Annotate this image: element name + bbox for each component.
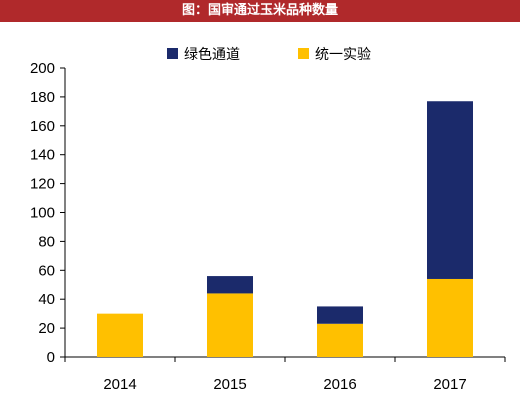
bar-lvse-2016 (317, 306, 363, 324)
chart-title: 图：国审通过玉米品种数量 (181, 3, 338, 18)
stacked-bar-chart: 0 20 40 60 80 100 120 140 160 180 200 2014 2015 2016 2… (30, 46, 506, 393)
y-tick-label: 80 (38, 233, 55, 250)
y-tick-label: 140 (30, 147, 55, 164)
y-tick-label: 0 (47, 349, 55, 366)
legend-swatch (167, 48, 178, 59)
bar-tongyi-2014 (97, 313, 143, 357)
y-tick-label: 200 (30, 60, 55, 77)
x-tick-label: 2015 (213, 376, 246, 393)
y-tick-label: 60 (38, 262, 55, 279)
x-tick-label: 2014 (103, 376, 136, 393)
y-tick-label: 20 (38, 320, 55, 337)
bar-lvse-2015 (207, 276, 253, 294)
bar-tongyi-2015 (207, 293, 253, 357)
y-tick-label: 160 (30, 118, 55, 135)
y-tick-label: 100 (30, 205, 55, 222)
x-tick-label: 2016 (323, 376, 356, 393)
y-tick-label: 180 (30, 89, 55, 106)
legend-label: 绿色通道 (184, 46, 240, 63)
y-tick-label: 120 (30, 176, 55, 193)
y-tick-label: 40 (38, 291, 55, 308)
legend-label: 统一实验 (315, 47, 371, 63)
bar-tongyi-2017 (427, 278, 473, 357)
bar-tongyi-2016 (317, 323, 363, 357)
legend-swatch (298, 48, 309, 59)
title-bar (0, 0, 520, 22)
bar-lvse-2017 (427, 101, 473, 279)
x-tick-label: 2017 (433, 376, 466, 393)
